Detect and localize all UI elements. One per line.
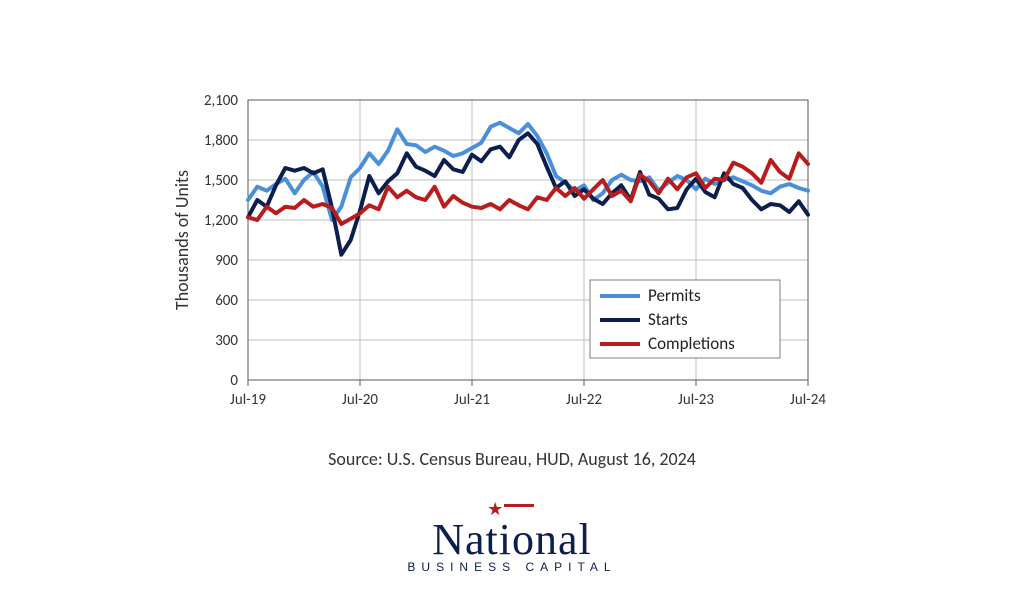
x-tick-label: Jul-19: [230, 391, 266, 409]
chart-container: Thousands of Units 0 300 600 900 1,200 1,500 1,…: [170, 90, 850, 440]
x-tick-label: Jul-22: [566, 391, 602, 409]
y-tick-label: 2,100: [204, 92, 239, 110]
y-tick-label: 1,200: [204, 212, 239, 230]
x-tick-label: Jul-21: [454, 391, 490, 409]
stage: Thousands of Units 0 300 600 900 1,200 1,500 1,…: [0, 0, 1024, 614]
y-tick-label: 900: [215, 252, 238, 270]
logo-mark: ★: [0, 500, 1024, 518]
legend-label: Completions: [648, 333, 735, 354]
legend-label: Starts: [648, 309, 688, 330]
source-line: Source: U.S. Census Bureau, HUD, August …: [0, 448, 1024, 470]
logo-stripe: [504, 504, 534, 507]
series-starts: [248, 133, 808, 254]
y-tick-label: 1,800: [204, 132, 239, 150]
chart-svg: Thousands of Units 0 300 600 900 1,200 1,500 1,…: [170, 90, 850, 440]
y-tick-label: 600: [215, 292, 238, 310]
x-tick-label: Jul-24: [790, 391, 826, 409]
legend: Permits Starts Completions: [590, 280, 780, 358]
logo-tagline: BUSINESS CAPITAL: [0, 560, 1024, 574]
y-tick-label: 1,500: [204, 172, 239, 190]
x-tick-label: Jul-20: [342, 391, 378, 409]
brand-logo: ★ National BUSINESS CAPITAL: [0, 500, 1024, 574]
legend-label: Permits: [648, 285, 701, 306]
star-icon: ★: [487, 498, 503, 520]
y-axis-label: Thousands of Units: [171, 170, 193, 310]
logo-wordmark: National: [0, 518, 1024, 562]
x-tick-label: Jul-23: [678, 391, 714, 409]
y-tick-label: 0: [230, 372, 238, 390]
y-tick-label: 300: [215, 332, 238, 350]
